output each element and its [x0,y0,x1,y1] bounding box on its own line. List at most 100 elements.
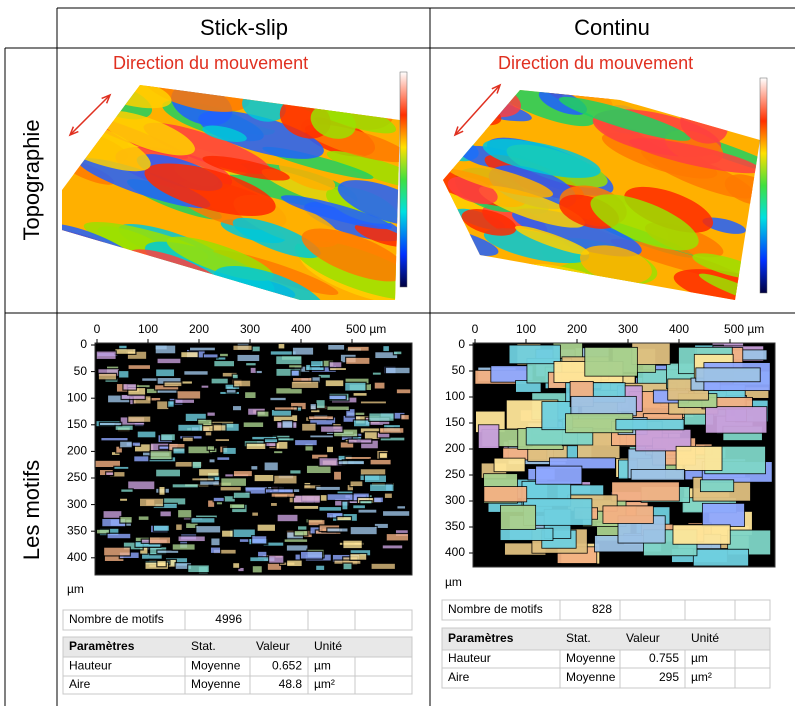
annotation: Direction du mouvement [113,53,308,73]
table-cell: 0.755 [649,651,679,665]
motif [233,345,252,350]
table-cell: Moyenne [566,670,616,684]
table-cell: µm [691,651,708,665]
topography-patch [356,83,440,120]
motif [327,494,353,501]
motif [397,506,406,509]
table-cell: µm² [314,677,335,691]
motif [500,528,553,540]
motif [326,446,333,453]
motif [257,524,276,531]
motif [178,424,203,431]
motif [137,431,156,438]
motif [181,352,199,358]
motif [316,565,325,570]
motif [536,466,582,484]
motif [353,392,367,396]
y-tick-label: 200 [445,441,465,455]
motif [302,423,317,431]
motif [370,459,391,465]
motif [371,563,395,569]
table-cell: µm² [691,670,712,684]
motif [300,551,322,559]
motif [342,501,348,510]
colorbar [760,78,767,293]
motif [189,347,215,351]
motif [370,484,395,492]
motif [252,566,262,573]
motif [702,503,744,526]
topography-patch [41,125,90,151]
motif [673,525,730,544]
topography-patch [397,71,506,135]
table-cell: µm [314,659,331,673]
topography-patch [27,263,98,303]
motif [277,514,298,522]
x-tick-label: 400 [291,322,311,336]
motif [396,389,411,394]
motif [120,498,128,501]
motif [291,381,319,388]
motif [316,400,325,409]
motif [264,439,277,443]
motif [104,547,131,556]
motif [106,472,114,476]
motif [350,554,367,561]
motif [360,501,372,504]
x-tick-label: 400 [669,322,689,336]
motif [250,367,256,373]
motif [160,511,172,517]
motif [209,459,215,463]
motif [196,526,221,534]
motif [115,349,136,355]
motif [282,421,293,429]
motif [203,354,218,358]
motif [329,368,346,371]
motif [327,528,348,532]
motif [213,425,226,431]
motif [333,471,341,480]
motif [172,484,198,488]
y-tick-label: 400 [445,545,465,559]
motif [382,511,409,517]
table-header: Stat. [566,631,591,645]
y-tick-label: 0 [458,337,465,351]
motif [291,370,299,376]
motif [234,380,251,387]
motif [278,343,285,349]
table-header: Unité [314,639,342,653]
motif [631,469,684,480]
motif [269,555,284,563]
motif [321,426,344,433]
motif [343,540,363,549]
table-cell: Moyenne [566,651,616,665]
y-tick-label: 150 [67,417,87,431]
motif [221,530,233,537]
motif [98,373,116,380]
motif [252,536,267,544]
motif [360,469,386,475]
motif [585,347,638,376]
motif [494,458,525,472]
table-header: Unité [691,631,719,645]
motif [374,497,384,503]
motif [693,549,748,566]
motif [310,435,334,438]
x-tick-label: 300 [240,322,260,336]
topography-image [19,58,446,330]
motif [316,486,341,490]
axis-unit: µm [67,582,84,596]
x-tick-label: 0 [94,322,101,336]
motif [252,512,259,516]
motif [264,462,278,471]
motif [134,456,149,462]
motif [705,407,766,433]
motif [153,525,169,531]
motif [139,498,163,507]
motif [114,466,129,469]
table-cell: Aire [448,670,470,684]
motif [149,537,170,544]
row-header: Les motifs [19,460,44,560]
motif [500,505,535,529]
motif [358,509,377,513]
